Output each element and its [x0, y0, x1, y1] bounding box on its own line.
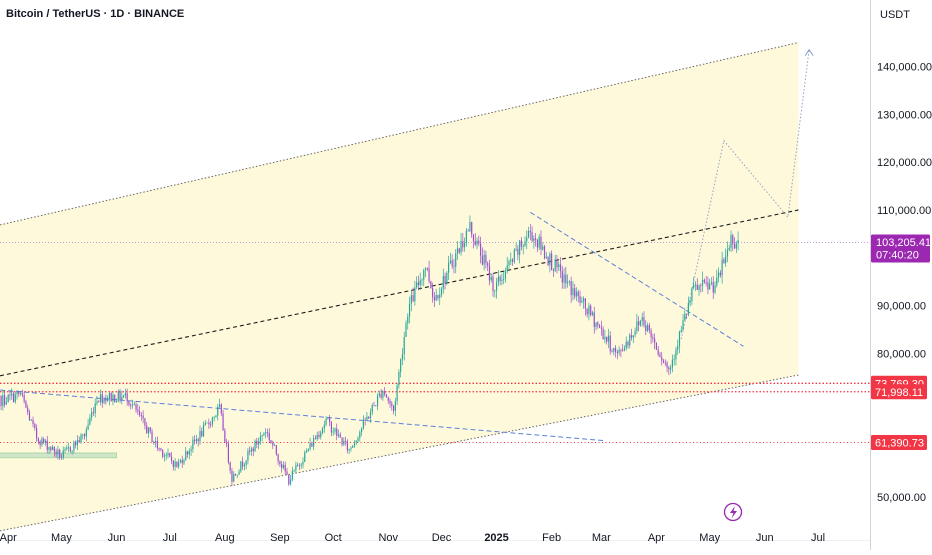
x-tick-label: Apr	[648, 532, 665, 544]
candle	[590, 304, 591, 317]
x-tick-label: May	[51, 532, 72, 544]
candle	[8, 394, 9, 403]
candle	[547, 256, 548, 266]
candle	[276, 445, 277, 456]
x-tick-label: Apr	[0, 532, 17, 544]
candle	[114, 394, 115, 402]
x-tick-label: Nov	[378, 532, 398, 544]
candle	[240, 461, 241, 473]
x-tick-label: Feb	[542, 532, 561, 544]
y-tick-label: 90,000.00	[877, 301, 926, 313]
svg-text:61,390.73: 61,390.73	[875, 438, 924, 450]
y-tick-label: 120,000.00	[877, 157, 932, 169]
x-tick-label: Jul	[811, 532, 825, 544]
symbol-title: Bitcoin / TetherUS · 1D · BINANCE	[6, 8, 184, 20]
candle	[228, 441, 229, 465]
x-tick-label: May	[699, 532, 720, 544]
bar-countdown-label: 07:40:20	[876, 249, 919, 261]
candle	[656, 342, 657, 350]
x-tick-label: Aug	[215, 532, 235, 544]
candle	[386, 394, 387, 398]
candle	[514, 248, 515, 264]
x-tick-label: Jun	[108, 532, 126, 544]
x-tick-label: Mar	[592, 532, 611, 544]
x-tick-label: Oct	[325, 532, 342, 544]
x-tick-label: 2025	[484, 532, 508, 544]
axis-currency-label[interactable]: USDT	[880, 9, 910, 21]
y-tick-label: 80,000.00	[877, 348, 926, 360]
level-price-tag: 61,390.73	[871, 435, 927, 450]
x-tick-label: Sep	[270, 532, 290, 544]
x-tick-label: Jul	[163, 532, 177, 544]
candle	[430, 281, 431, 289]
replay-icon[interactable]	[725, 504, 742, 521]
x-tick-label: Jun	[756, 532, 774, 544]
candle	[446, 271, 447, 285]
current-price-label: 103,205.41	[876, 237, 931, 249]
candle	[254, 439, 255, 452]
x-tick-label: Dec	[432, 532, 452, 544]
level-price-tag: 71,998.11	[871, 384, 927, 399]
candle	[544, 245, 545, 260]
y-tick-label: 130,000.00	[877, 109, 932, 121]
svg-text:71,998.11: 71,998.11	[875, 387, 923, 399]
y-tick-label: 140,000.00	[877, 61, 932, 73]
y-tick-label: 110,000.00	[877, 205, 931, 217]
y-tick-label: 50,000.00	[877, 492, 926, 504]
